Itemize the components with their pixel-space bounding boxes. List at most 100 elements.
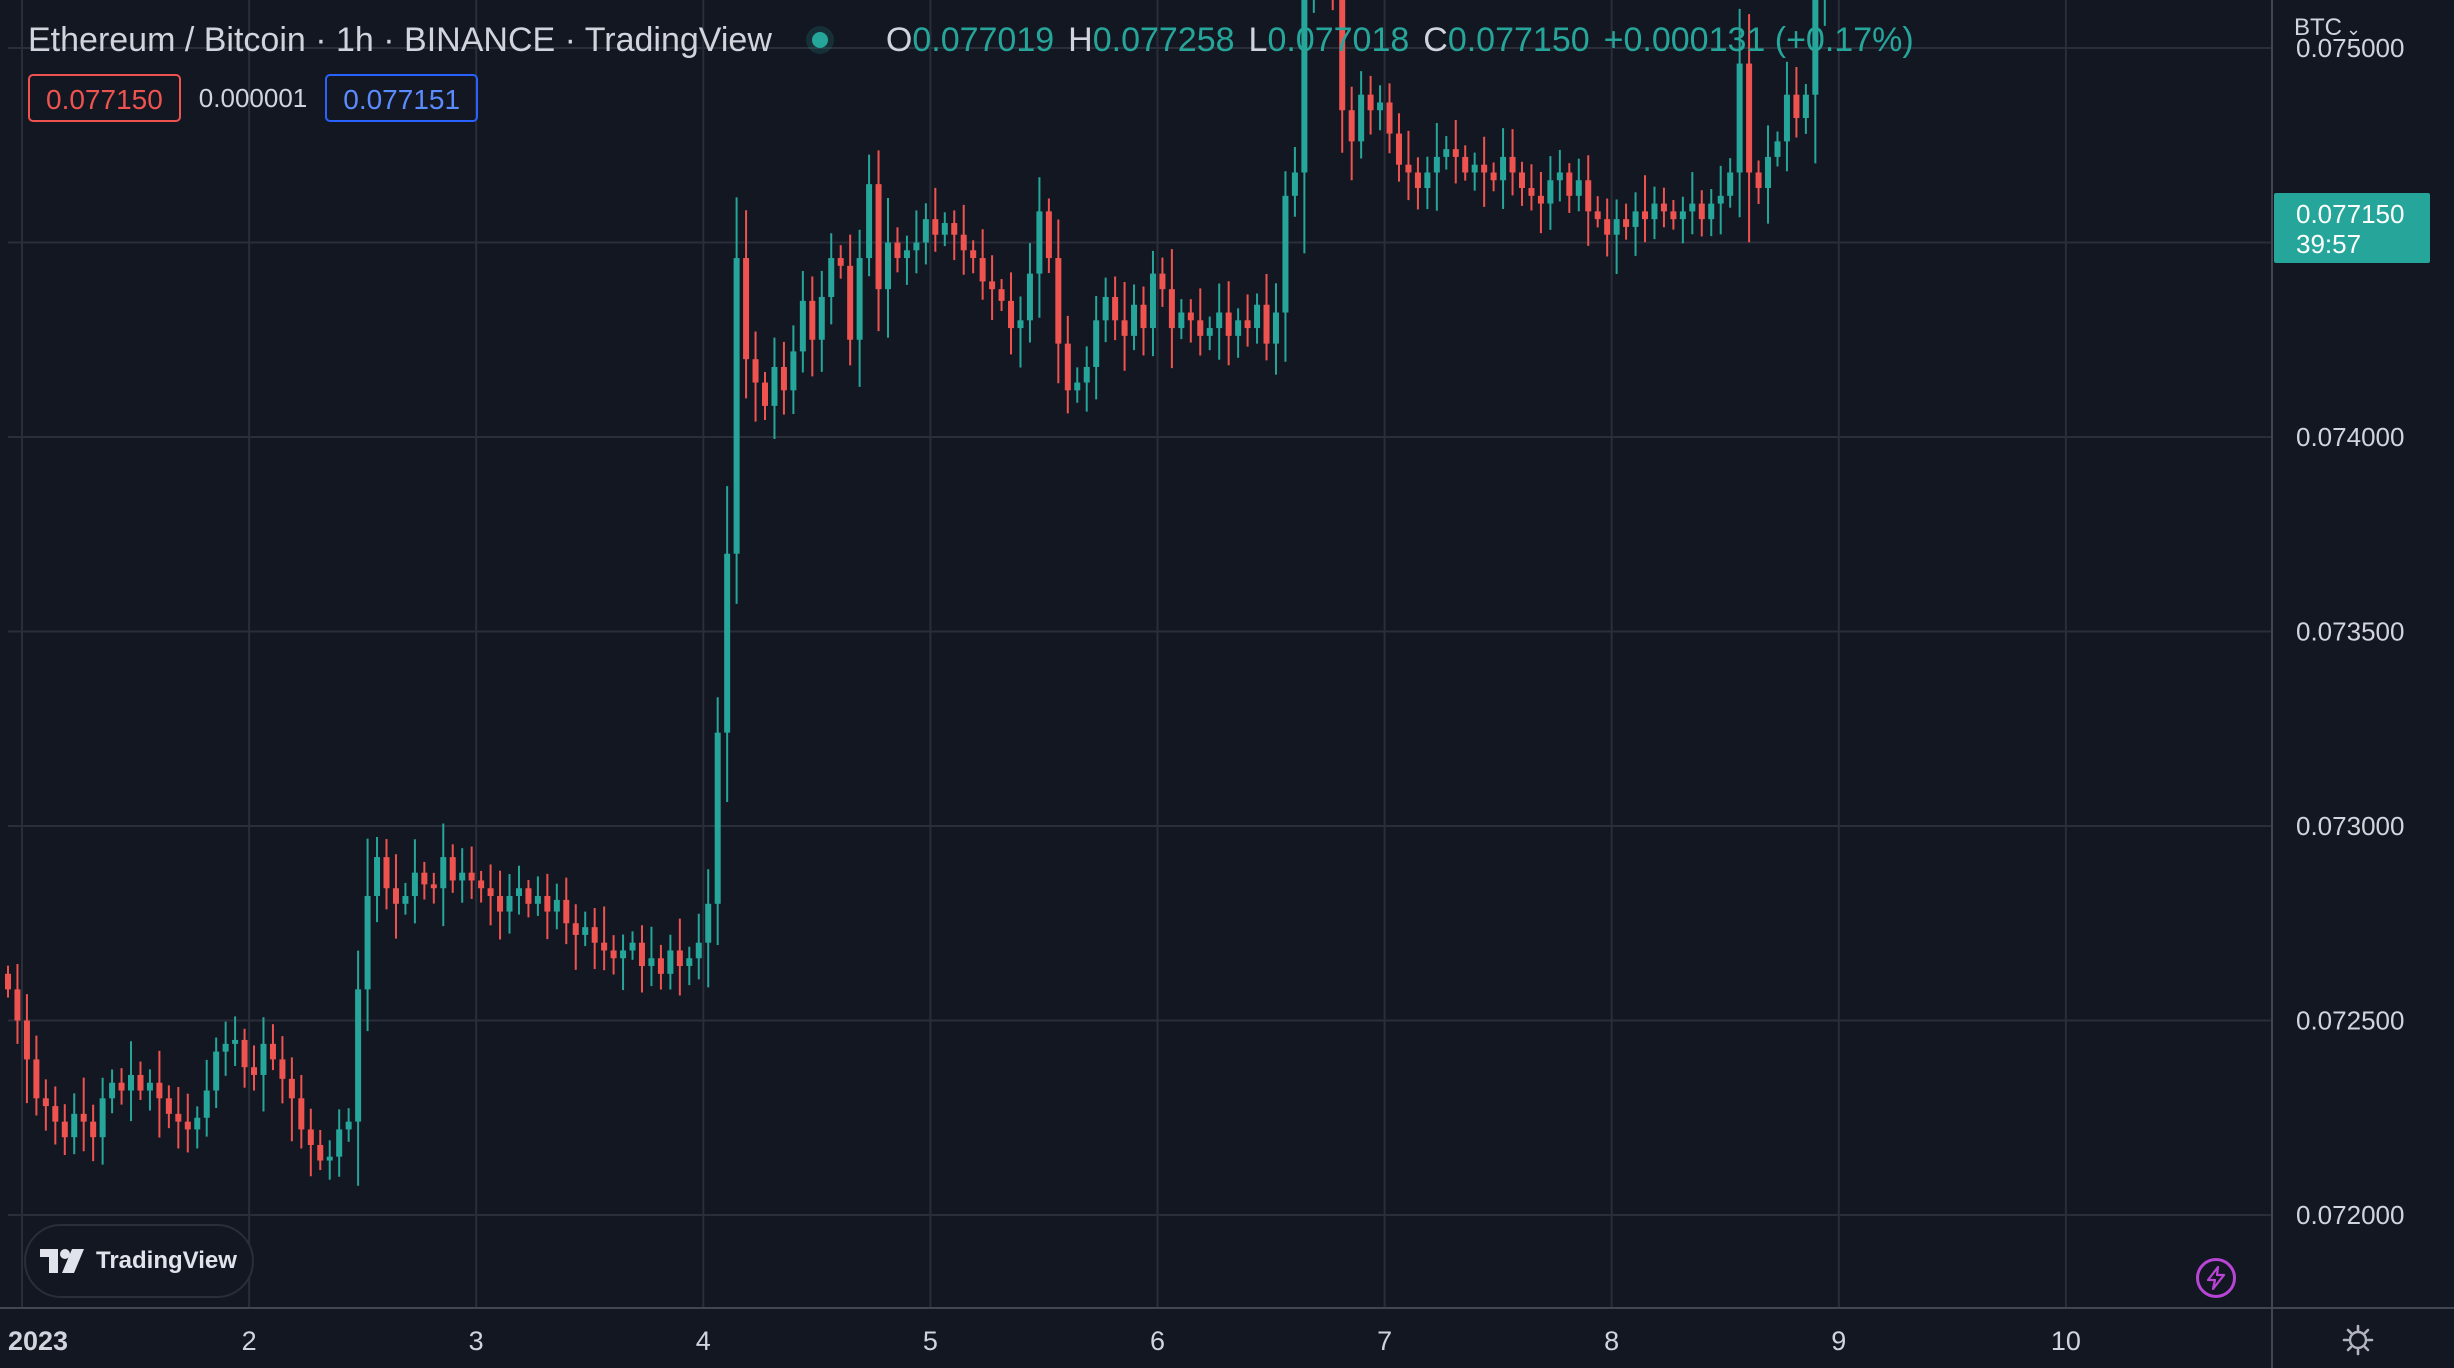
candle-body [203,1090,210,1118]
chevron-down-icon: ⌄ [2346,19,2362,39]
candle-body [847,265,854,340]
candle-body [411,872,418,897]
candle-body [14,989,21,1021]
candle-body [1045,211,1052,259]
candle-body [241,1039,248,1068]
candle-body [1386,102,1393,134]
candle-body [979,258,986,282]
open-label: O [885,20,913,59]
candle-body [1017,320,1024,329]
gear-icon[interactable] [2340,1322,2376,1358]
candle-body [1556,172,1563,181]
candle-body [146,1082,153,1091]
candle-body [392,888,399,904]
candle-body [1168,289,1175,329]
candle-body [468,872,475,881]
last-price-value: 0.077150 [2296,199,2405,229]
candle-body [1254,304,1261,329]
price-axis-label: 0.072000 [2296,1200,2404,1230]
candle-body [1613,219,1620,235]
status-dot-icon [811,32,828,48]
candle-body [165,1098,172,1114]
candle-body [1452,149,1459,157]
sell-button[interactable]: 0.077150 [28,74,181,122]
candle-body [1566,172,1573,196]
candle-body [941,223,948,235]
candle-body [932,219,939,235]
candle-body [1490,172,1497,181]
candle-body [213,1051,220,1091]
lightning-icon[interactable] [2196,1258,2236,1298]
candle-body [1755,172,1762,189]
candle-body [534,896,541,904]
tradingview-logo[interactable]: TradingView [24,1224,254,1298]
candle-body [894,242,901,259]
time-axis-label: 2023 [8,1326,68,1356]
buy-button[interactable]: 0.077151 [325,74,479,122]
candle-body [1405,164,1412,173]
candle-body [374,857,381,897]
candle-body [1604,219,1611,235]
candle-body [1528,188,1535,196]
symbol-title[interactable]: Ethereum / Bitcoin · 1h · BINANCE · Trad… [28,20,772,59]
candle-body [298,1098,305,1130]
candle-body [922,219,929,243]
candle-body [260,1043,267,1075]
candle-body [601,942,608,951]
time-axis-label: 6 [1150,1326,1165,1356]
candle-body [648,958,655,967]
price-axis-label: 0.073000 [2296,811,2404,841]
candle-body [1216,312,1223,329]
candle-body [1585,180,1592,212]
candle-body [23,1020,30,1060]
logo-text: TradingView [96,1247,237,1274]
candle-body [1159,273,1166,290]
trade-panel: 0.077150 0.000001 0.077151 [28,72,479,124]
last-price-tag: 0.077150 39:57 [2274,193,2430,263]
candle-body [194,1117,201,1130]
candle-body [818,296,825,340]
candle-body [960,234,967,251]
candle-body [345,1121,352,1130]
candle-body [1793,94,1800,119]
candle-body [251,1067,258,1075]
price-axis-label: 0.074000 [2296,422,2404,452]
candle-body [42,1098,49,1107]
candle-body [1121,320,1128,336]
candle-body [1263,304,1270,344]
candle-body [5,973,11,990]
candle-body [1509,156,1516,173]
candle-body [1717,195,1724,204]
candle-body [563,899,570,924]
candle-body [733,258,740,554]
candle-body [1140,304,1147,329]
candle-body [1093,320,1100,367]
candle-body [1774,141,1781,157]
currency-selector[interactable]: BTC ⌄ [2294,14,2361,42]
candle-body [620,950,627,959]
candle-body [686,958,693,967]
candle-body [695,942,702,959]
time-axis-label: 7 [1377,1326,1392,1356]
candle-body [364,896,371,990]
high-label: H [1068,20,1093,59]
candle-body [790,351,797,391]
candle-body [402,896,409,904]
candle-body [1377,102,1384,111]
symbol-legend: Ethereum / Bitcoin · 1h · BINANCE · Trad… [28,18,1914,62]
candle-body [506,896,513,912]
candle-body [99,1098,106,1138]
candle-body [515,888,522,897]
candle-body [1395,133,1402,165]
candle-body [1272,312,1279,344]
candle-body [743,258,750,360]
candle-body [970,250,977,259]
price-axis-label: 0.073500 [2296,617,2404,647]
bar-countdown: 39:57 [2296,229,2362,259]
candle-body [1424,172,1431,189]
candle-body [1547,180,1554,204]
candle-body [497,896,504,912]
candle-body [998,289,1005,301]
candle-body [33,1059,40,1099]
